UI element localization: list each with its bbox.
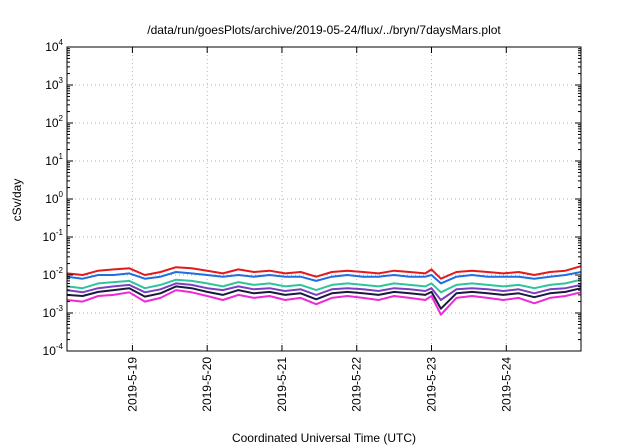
grid	[67, 47, 581, 351]
series-group	[66, 265, 582, 316]
y-tick-label: 100	[45, 190, 63, 206]
series-line-5	[66, 285, 582, 310]
y-tick-exponent: -4	[56, 342, 64, 351]
y-tick-base: 10	[45, 116, 59, 130]
x-tick-label: 2019-5-19	[125, 357, 139, 412]
y-tick-label: 10-2	[43, 266, 64, 282]
y-tick-exponent: 2	[59, 114, 64, 123]
y-tick-exponent: -3	[56, 304, 64, 313]
y-tick-label: 101	[45, 152, 63, 168]
series-line-1	[66, 265, 582, 280]
series-line-3	[66, 278, 582, 294]
x-tick-label: 2019-5-22	[350, 357, 364, 412]
y-tick-base: 10	[45, 40, 59, 54]
x-tick-label: 2019-5-20	[200, 357, 214, 412]
y-tick-base: 10	[43, 230, 57, 244]
x-tick-label: 2019-5-23	[425, 357, 439, 412]
y-tick-label: 102	[45, 114, 63, 130]
x-tick-label: 2019-5-24	[499, 357, 513, 412]
y-axis-label: cSv/day	[10, 179, 24, 222]
x-axis-label: Coordinated Universal Time (UTC)	[232, 431, 416, 445]
y-tick-base: 10	[45, 78, 59, 92]
y-tick-exponent: 3	[59, 76, 64, 85]
series-line-6	[66, 289, 582, 316]
series-line-2	[66, 271, 582, 285]
y-tick-label: 10-1	[43, 228, 64, 244]
y-tick-label: 10-4	[43, 342, 64, 358]
y-tick-exponent: 4	[59, 38, 64, 47]
series-line-4	[66, 282, 582, 301]
y-tick-base: 10	[43, 344, 57, 358]
y-tick-base: 10	[43, 268, 57, 282]
y-tick-label: 104	[45, 38, 63, 54]
y-tick-base: 10	[45, 154, 59, 168]
y-tick-exponent: -1	[56, 228, 64, 237]
chart-title: /data/run/goesPlots/archive/2019-05-24/f…	[147, 23, 501, 37]
y-tick-base: 10	[45, 192, 59, 206]
y-tick-label: 10-3	[43, 304, 64, 320]
x-axis-ticks: 2019-5-19 2019-5-20 2019-5-21 2019-5-22 2019…	[125, 47, 513, 412]
y-tick-exponent: 1	[59, 152, 64, 161]
x-tick-label: 2019-5-21	[275, 357, 289, 412]
y-tick-label: 103	[45, 76, 63, 92]
y-tick-exponent: 0	[59, 190, 64, 199]
y-tick-exponent: -2	[56, 266, 64, 275]
y-tick-base: 10	[43, 306, 57, 320]
